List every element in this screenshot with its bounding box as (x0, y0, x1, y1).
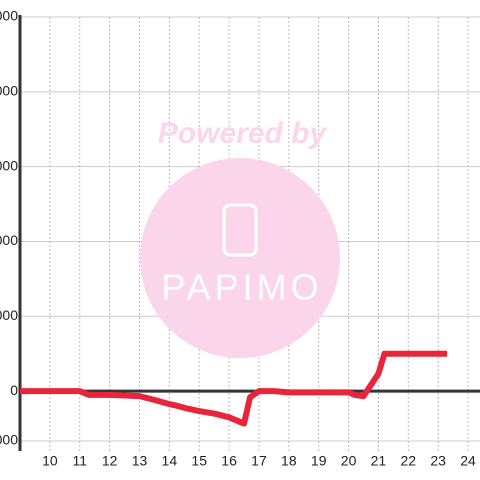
x-tick-label: 12 (102, 453, 118, 469)
x-tick-label: 10 (42, 453, 58, 469)
watermark-logo: PAPIMO (161, 267, 322, 308)
x-tick-label: 18 (281, 453, 297, 469)
x-tick-label: 23 (430, 453, 446, 469)
y-tick-label: 150,000 (0, 8, 18, 24)
x-tick-label: 20 (341, 453, 357, 469)
watermark: Powered by PAPIMO (140, 117, 340, 358)
watermark-icon (222, 203, 258, 257)
watermark-text: Powered by (158, 117, 328, 150)
x-tick-label: 14 (162, 453, 178, 469)
y-tick-label: 30,000 (0, 307, 18, 323)
x-tick-label: 19 (311, 453, 327, 469)
y-tick-label: 60,000 (0, 232, 18, 248)
x-tick-label: 16 (221, 453, 237, 469)
x-tick-label: 15 (191, 453, 207, 469)
watermark-circle (140, 158, 340, 358)
y-tick-label: 120,000 (0, 83, 18, 99)
line (20, 350, 448, 427)
x-tick-label: 17 (251, 453, 267, 469)
x-tick-label: 13 (132, 453, 148, 469)
x-tick-label: 24 (460, 453, 476, 469)
x-tick-label: 11 (72, 453, 87, 469)
y-tick-label: -20,000 (0, 432, 18, 448)
y-tick-label: 0 (10, 382, 18, 398)
x-tick-label: 21 (371, 453, 387, 469)
x-tick-label: 22 (401, 453, 417, 469)
y-tick-label: 90,000 (0, 157, 18, 173)
